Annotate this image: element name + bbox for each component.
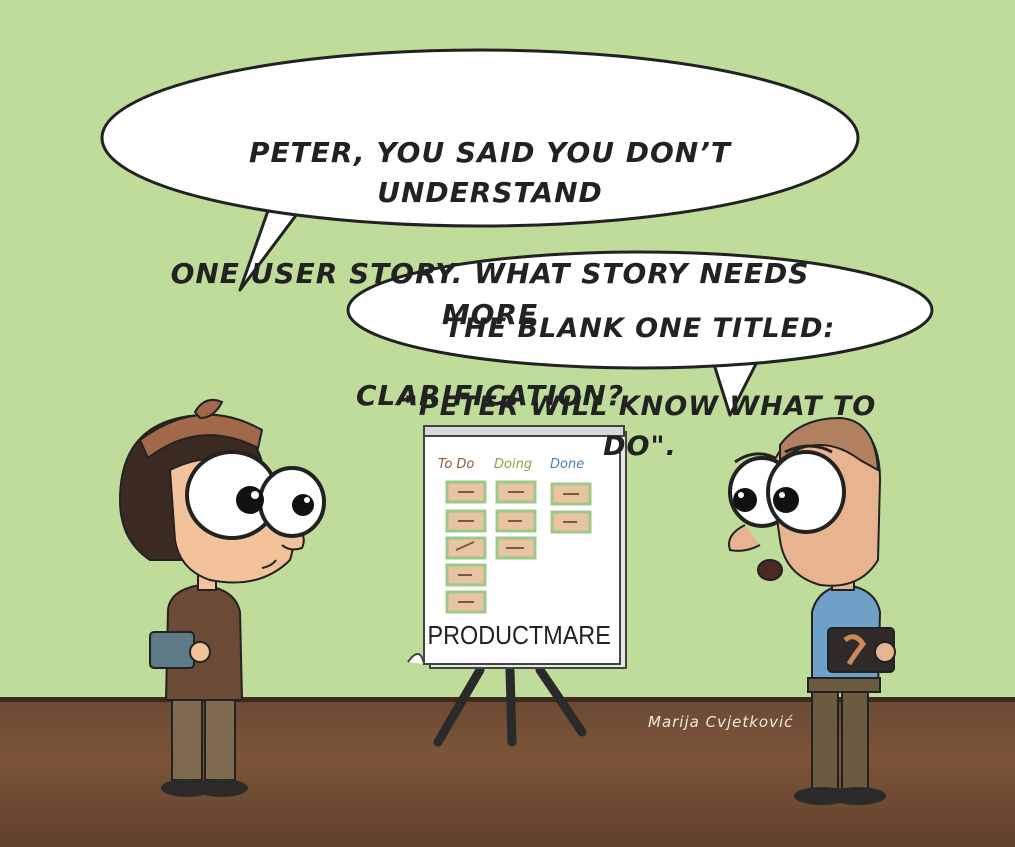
speech-line: PETER, YOU SAID YOU DON’T UNDERSTAND xyxy=(249,135,731,210)
speech-bubble-left xyxy=(100,48,860,292)
woman-character xyxy=(118,399,326,797)
speech-line: THE BLANK ONE TITLED: xyxy=(444,313,836,345)
speech-text-left: PETER, YOU SAID YOU DON’T UNDERSTAND ONE… xyxy=(140,92,840,457)
speech-line: "PETER WILL KNOW WHAT TO DO". xyxy=(403,391,877,462)
column-doing: Doing xyxy=(494,457,533,472)
speech-text-right: THE BLANK ONE TITLED: "PETER WILL KNOW W… xyxy=(370,270,910,505)
speech-line: CLARIFICATION? xyxy=(355,379,625,413)
column-todo: To Do xyxy=(438,457,475,472)
speech-bubble-right xyxy=(346,250,934,417)
speech-line: ONE USER STORY. WHAT STORY NEEDS MORE xyxy=(170,257,810,331)
column-done: Done xyxy=(550,457,585,472)
sticky-notes xyxy=(445,480,592,614)
artist-signature: Marija Cvjetković xyxy=(648,713,794,731)
board-title: PRODUCTMARE xyxy=(427,620,611,650)
flipchart-board xyxy=(407,425,627,747)
peter-character xyxy=(728,416,896,805)
